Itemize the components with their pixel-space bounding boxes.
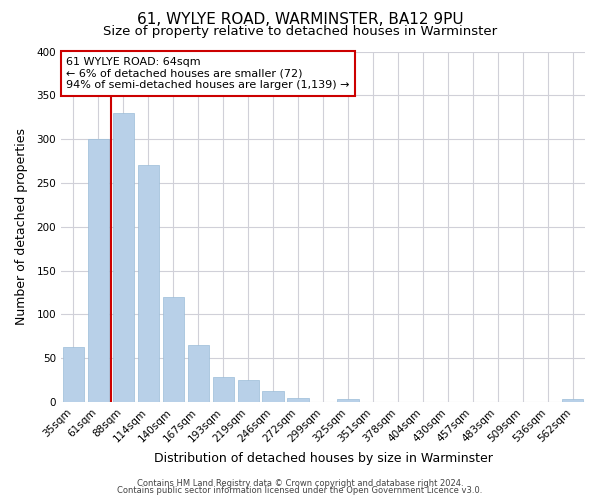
Bar: [137, 166, 159, 402]
Text: Contains HM Land Registry data © Crown copyright and database right 2024.: Contains HM Land Registry data © Crown c…: [137, 478, 463, 488]
Bar: [113, 113, 134, 402]
Text: Size of property relative to detached houses in Warminster: Size of property relative to detached ho…: [103, 25, 497, 38]
X-axis label: Distribution of detached houses by size in Warminster: Distribution of detached houses by size …: [154, 452, 493, 465]
Y-axis label: Number of detached properties: Number of detached properties: [15, 128, 28, 325]
Bar: [188, 345, 209, 402]
Bar: [238, 380, 259, 402]
Bar: [287, 398, 308, 402]
Text: 61, WYLYE ROAD, WARMINSTER, BA12 9PU: 61, WYLYE ROAD, WARMINSTER, BA12 9PU: [137, 12, 463, 28]
Text: 61 WYLYE ROAD: 64sqm
← 6% of detached houses are smaller (72)
94% of semi-detach: 61 WYLYE ROAD: 64sqm ← 6% of detached ho…: [66, 57, 350, 90]
Text: Contains public sector information licensed under the Open Government Licence v3: Contains public sector information licen…: [118, 486, 482, 495]
Bar: [163, 297, 184, 402]
Bar: [262, 390, 284, 402]
Bar: [337, 400, 359, 402]
Bar: [88, 139, 109, 402]
Bar: [562, 400, 583, 402]
Bar: [212, 376, 234, 402]
Bar: [63, 347, 84, 402]
